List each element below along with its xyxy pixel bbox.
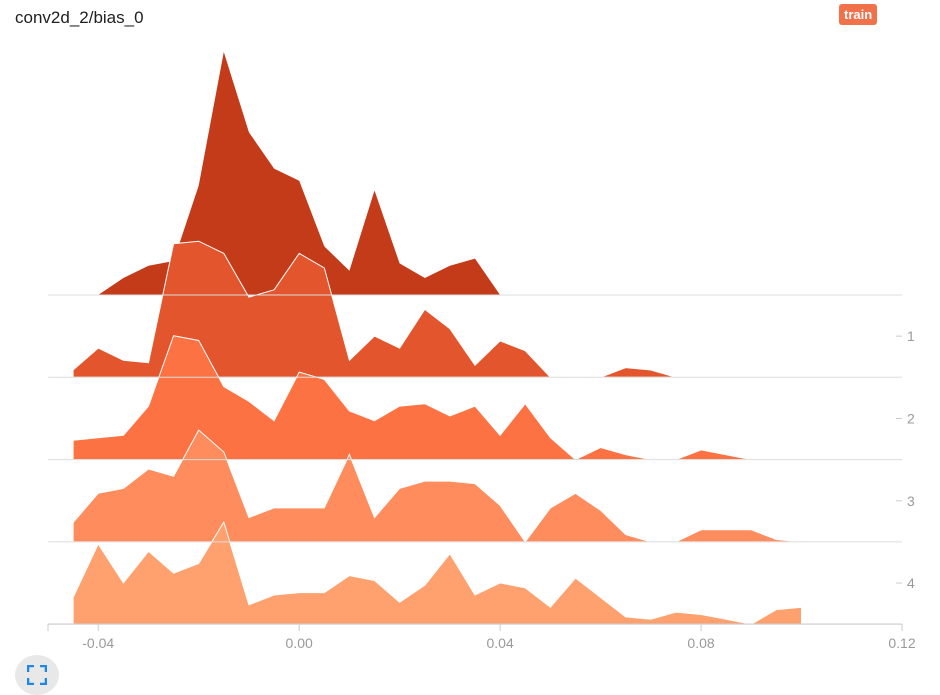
- y-tick-label: 4: [907, 575, 915, 591]
- fullscreen-icon: [27, 665, 47, 685]
- histogram-step-3: [72, 429, 802, 543]
- y-tick-label: 2: [907, 410, 915, 426]
- histogram-step-4: [72, 520, 802, 625]
- y-axis: 1 2 3 4: [896, 328, 915, 591]
- x-tick-label: 0.08: [687, 635, 714, 650]
- x-axis: -0.04 0.00 0.04 0.08 0.12: [47, 623, 916, 650]
- histogram-chart: -0.04 0.00 0.04 0.08 0.12 1 2 3 4: [47, 52, 916, 650]
- x-tick-label: 0.04: [486, 635, 513, 650]
- expand-chart-button[interactable]: [15, 655, 59, 695]
- x-tick-label: 0.12: [888, 635, 915, 650]
- chart-title: conv2d_2/bias_0: [15, 8, 144, 27]
- histogram-ridges: [72, 52, 802, 625]
- histogram-step-0: [75, 52, 501, 295]
- y-tick-label: 1: [907, 328, 915, 344]
- run-badge-train: train: [839, 4, 878, 25]
- x-tick-label: -0.04: [82, 635, 114, 650]
- x-tick-label: 0.00: [286, 635, 313, 650]
- y-tick-label: 3: [907, 493, 915, 509]
